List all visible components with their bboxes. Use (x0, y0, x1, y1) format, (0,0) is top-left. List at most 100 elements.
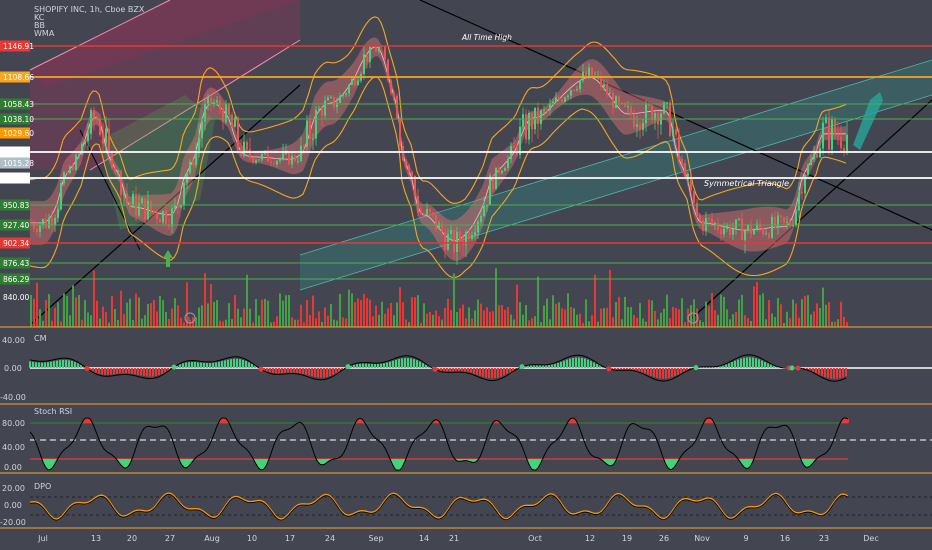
candle[interactable] (204, 99, 206, 131)
candle[interactable] (84, 139, 86, 145)
candle[interactable] (108, 118, 110, 156)
price-tag[interactable]: 1058.43 (0, 98, 34, 110)
candle[interactable] (447, 228, 449, 252)
candle[interactable] (36, 221, 38, 237)
candle[interactable] (345, 92, 347, 98)
candle[interactable] (624, 102, 626, 108)
candle[interactable] (768, 231, 770, 240)
candle[interactable] (528, 110, 530, 145)
candle[interactable] (48, 213, 50, 230)
candle[interactable] (222, 105, 224, 130)
candle[interactable] (777, 211, 779, 235)
candle[interactable] (789, 217, 791, 228)
candle[interactable] (537, 102, 539, 139)
candle[interactable] (546, 107, 548, 117)
candle[interactable] (33, 219, 35, 233)
candle[interactable] (57, 205, 59, 223)
candle[interactable] (795, 208, 797, 228)
price-tag[interactable]: 866.29 (0, 273, 30, 285)
candle[interactable] (453, 228, 455, 260)
candle[interactable] (570, 89, 572, 100)
price-tag[interactable]: 927.40 (0, 219, 30, 231)
candle[interactable] (561, 97, 563, 104)
candle[interactable] (147, 191, 149, 221)
candle[interactable] (51, 210, 53, 233)
candle[interactable] (471, 231, 473, 241)
candle[interactable] (792, 218, 794, 228)
candle[interactable] (75, 153, 77, 171)
candle[interactable] (609, 87, 611, 95)
candle[interactable] (207, 93, 209, 111)
candle[interactable] (357, 77, 359, 86)
candle[interactable] (483, 196, 485, 217)
candle[interactable] (840, 125, 842, 153)
candle[interactable] (468, 228, 470, 242)
candle[interactable] (474, 225, 476, 240)
candle[interactable] (615, 94, 617, 109)
candle[interactable] (525, 109, 527, 144)
candle[interactable] (330, 94, 332, 99)
candle[interactable] (177, 204, 179, 215)
candle[interactable] (285, 143, 287, 156)
candle[interactable] (336, 97, 338, 114)
price-tag[interactable]: 991.85 (0, 172, 30, 184)
candle[interactable] (603, 79, 605, 91)
candle[interactable] (399, 116, 401, 151)
candle[interactable] (312, 133, 314, 150)
candle[interactable] (156, 209, 158, 226)
candle[interactable] (324, 95, 326, 119)
candle[interactable] (429, 208, 431, 216)
candle[interactable] (600, 71, 602, 90)
candle[interactable] (354, 75, 356, 88)
candle[interactable] (72, 162, 74, 171)
candle[interactable] (246, 139, 248, 153)
candle[interactable] (654, 111, 656, 130)
candle[interactable] (387, 58, 389, 83)
price-tag[interactable]: 1038.10 (0, 113, 34, 125)
candle[interactable] (699, 213, 701, 222)
candle[interactable] (486, 205, 488, 212)
candle[interactable] (456, 226, 458, 265)
candle[interactable] (630, 102, 632, 120)
price-tag[interactable]: 840.00 (3, 293, 29, 302)
candle[interactable] (513, 136, 515, 149)
candle[interactable] (819, 139, 821, 158)
candle[interactable] (480, 210, 482, 227)
candle[interactable] (780, 214, 782, 223)
candle[interactable] (705, 211, 707, 236)
candle[interactable] (555, 92, 557, 103)
candle[interactable] (159, 217, 161, 223)
candle[interactable] (150, 200, 152, 214)
price-axis[interactable]: 1146.91 1108.66 1058.43 1038.10 1029.60 04:15… (0, 40, 34, 303)
candle[interactable] (477, 219, 479, 239)
event-marker-icon[interactable]: I (687, 312, 699, 324)
candle[interactable] (579, 79, 581, 93)
candle[interactable] (69, 165, 71, 175)
candle[interactable] (258, 159, 260, 161)
candle[interactable] (60, 179, 62, 211)
candle[interactable] (846, 121, 848, 156)
candle[interactable] (414, 175, 416, 205)
candle[interactable] (729, 220, 731, 238)
candle[interactable] (315, 106, 317, 146)
candle[interactable] (390, 79, 392, 96)
candle[interactable] (681, 155, 683, 166)
candle[interactable] (81, 142, 83, 156)
candle[interactable] (753, 228, 755, 235)
candle[interactable] (534, 107, 536, 135)
candle[interactable] (339, 92, 341, 104)
candle[interactable] (87, 122, 89, 150)
candle[interactable] (675, 126, 677, 138)
candle[interactable] (684, 159, 686, 178)
candle[interactable] (171, 205, 173, 233)
candle[interactable] (132, 191, 134, 208)
candle[interactable] (126, 183, 128, 208)
candle[interactable] (690, 170, 692, 193)
candle[interactable] (771, 213, 773, 239)
candle[interactable] (714, 221, 716, 230)
candle[interactable] (798, 181, 800, 219)
candle[interactable] (117, 169, 119, 175)
candle[interactable] (396, 93, 398, 119)
candle[interactable] (201, 116, 203, 148)
